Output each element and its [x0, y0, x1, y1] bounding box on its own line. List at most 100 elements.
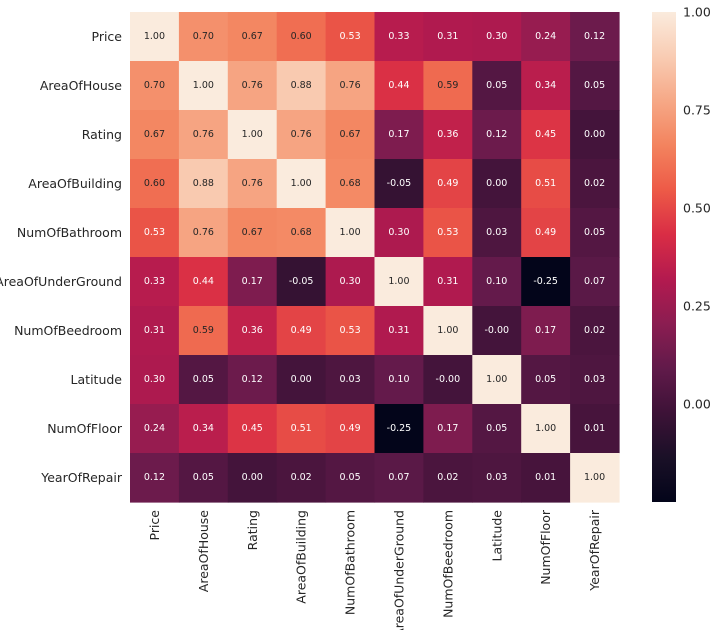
heatmap-cell-label: 0.88 [193, 178, 214, 189]
y-tick-label: NumOfBeedroom [14, 323, 122, 338]
heatmap-cell [472, 306, 522, 356]
heatmap-cell [227, 159, 278, 209]
y-tick-label: AreaOfUnderGround [0, 274, 122, 289]
heatmap-cells [130, 12, 620, 503]
heatmap-cell [521, 110, 571, 160]
heatmap-cell [130, 61, 180, 111]
heatmap-cell-label: 0.05 [535, 374, 556, 385]
heatmap-cell-label: 1.00 [388, 276, 409, 287]
y-tick-label: Price [92, 29, 123, 44]
heatmap-cell [325, 61, 376, 111]
heatmap-cell [374, 12, 424, 62]
heatmap-cell [423, 110, 473, 160]
heatmap-cell [570, 355, 620, 405]
heatmap-cell [521, 453, 571, 503]
heatmap-cell-label: 0.17 [242, 276, 263, 287]
heatmap-cell [227, 404, 278, 454]
heatmap-cell-label: 0.68 [291, 227, 312, 238]
x-tick-label: Price [147, 510, 162, 541]
heatmap-cell [325, 12, 376, 62]
heatmap-cell [570, 404, 620, 454]
x-tick-label: Latitude [489, 510, 504, 562]
heatmap-cell-label: 0.30 [486, 31, 507, 42]
heatmap-cell-label: 0.31 [144, 325, 165, 336]
heatmap-cell [130, 110, 180, 160]
heatmap-cell [178, 404, 229, 454]
heatmap-cell-label: 0.31 [437, 276, 458, 287]
heatmap-cell-label: 0.30 [144, 374, 165, 385]
heatmap-cell [570, 61, 620, 111]
heatmap-cell [325, 404, 376, 454]
heatmap-cell [227, 110, 278, 160]
heatmap-cell-label: 0.59 [193, 325, 214, 336]
heatmap-cell [276, 404, 327, 454]
heatmap-cell [374, 61, 424, 111]
heatmap-cell-label: 0.53 [144, 227, 165, 238]
heatmap-cell [374, 306, 424, 356]
heatmap-cell [374, 355, 424, 405]
heatmap-cell [276, 12, 327, 62]
heatmap-cell-label: 0.07 [388, 472, 409, 483]
colorbar-gradient [652, 12, 676, 502]
x-tick-label: NumOfFloor [538, 509, 553, 585]
heatmap-cell [276, 453, 327, 503]
colorbar-tick-label: 0.25 [683, 299, 711, 314]
heatmap-cell [423, 257, 473, 307]
heatmap-cell [374, 110, 424, 160]
heatmap-cell [325, 257, 376, 307]
heatmap-cell [178, 257, 229, 307]
heatmap-cell [423, 306, 473, 356]
heatmap-cell-label: 0.45 [242, 423, 263, 434]
heatmap-cell-label: 0.03 [486, 227, 507, 238]
heatmap-cell-label: 0.36 [437, 129, 458, 140]
heatmap-cell [130, 453, 180, 503]
heatmap-cell-label: -0.25 [387, 423, 412, 434]
heatmap-cell [472, 12, 522, 62]
heatmap-cell-label: 0.53 [339, 325, 360, 336]
heatmap-cell-labels: 1.00 0.70 0.67 0.60 0.53 0.33 0.31 0.30 0.24 0.12… [144, 31, 605, 483]
heatmap-cell-label: 0.24 [144, 423, 165, 434]
heatmap-cell [472, 110, 522, 160]
heatmap-cell-label: 0.51 [291, 423, 312, 434]
heatmap-cell-label: 0.60 [291, 31, 312, 42]
heatmap-cell [276, 159, 327, 209]
heatmap-cell [130, 355, 180, 405]
heatmap-cell-label: 0.00 [486, 178, 507, 189]
heatmap-cell [325, 453, 376, 503]
heatmap-cell [423, 61, 473, 111]
heatmap-cell [521, 355, 571, 405]
heatmap-cell-label: 0.02 [291, 472, 312, 483]
heatmap-cell [374, 453, 424, 503]
heatmap-cell-label: 0.31 [437, 31, 458, 42]
heatmap-cell [130, 257, 180, 307]
heatmap-cell [423, 208, 473, 258]
x-tick-label: AreaOfBuilding [294, 510, 309, 604]
heatmap-cell-label: 0.12 [486, 129, 507, 140]
y-tick-label: NumOfFloor [47, 421, 123, 436]
heatmap-cell [178, 159, 229, 209]
heatmap-cell [570, 208, 620, 258]
heatmap-cell [178, 12, 229, 62]
colorbar-tick-label: 0.50 [683, 201, 711, 216]
heatmap-cell [130, 12, 180, 62]
heatmap-cell [521, 61, 571, 111]
heatmap-cell [570, 12, 620, 62]
heatmap-cell [423, 12, 473, 62]
heatmap-cell [227, 12, 278, 62]
heatmap-cell-label: 0.88 [291, 80, 312, 91]
heatmap-cell [276, 208, 327, 258]
heatmap-cell-label: 0.01 [584, 423, 605, 434]
x-tick-label: AreaOfUnderGround [391, 510, 406, 630]
heatmap-cell [325, 306, 376, 356]
heatmap-cell-label: 0.03 [584, 374, 605, 385]
y-tick-label: Latitude [71, 372, 123, 387]
heatmap-cell-label: 0.76 [242, 178, 263, 189]
heatmap-cell [178, 306, 229, 356]
heatmap-cell-label: 0.24 [535, 31, 556, 42]
heatmap-cell [227, 208, 278, 258]
heatmap-cell-label: 0.00 [584, 129, 605, 140]
heatmap-cell-label: 0.67 [339, 129, 360, 140]
heatmap-cell-label: 0.05 [193, 472, 214, 483]
heatmap-cell-label: -0.05 [387, 178, 412, 189]
